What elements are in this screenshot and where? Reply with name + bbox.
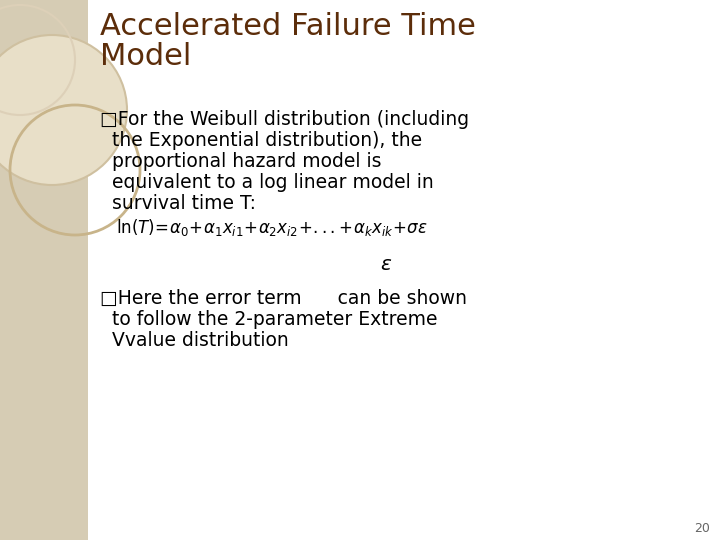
Text: survival time T:: survival time T:	[100, 194, 256, 213]
Text: 20: 20	[694, 522, 710, 535]
Text: □Here the error term      can be shown: □Here the error term can be shown	[100, 289, 467, 308]
Text: Accelerated Failure Time: Accelerated Failure Time	[100, 12, 476, 41]
Circle shape	[0, 35, 127, 185]
Text: □For the Weibull distribution (including: □For the Weibull distribution (including	[100, 110, 469, 129]
Text: proportional hazard model is: proportional hazard model is	[100, 152, 382, 171]
Bar	[0, 0, 88, 540]
Text: $\ln\!(T)\!=\!\alpha_0\!+\!\alpha_1 x_{i1}\!+\!\alpha_2 x_{i2}\!+\!...\!+\!\alph: $\ln\!(T)\!=\!\alpha_0\!+\!\alpha_1 x_{i…	[116, 217, 428, 238]
Text: Vvalue distribution: Vvalue distribution	[100, 331, 289, 350]
Text: Model: Model	[100, 42, 192, 71]
Text: the Exponential distribution), the: the Exponential distribution), the	[100, 131, 422, 150]
Text: $\varepsilon$: $\varepsilon$	[380, 255, 392, 274]
Text: equivalent to a log linear model in: equivalent to a log linear model in	[100, 173, 433, 192]
Text: to follow the 2-parameter Extreme: to follow the 2-parameter Extreme	[100, 310, 438, 329]
